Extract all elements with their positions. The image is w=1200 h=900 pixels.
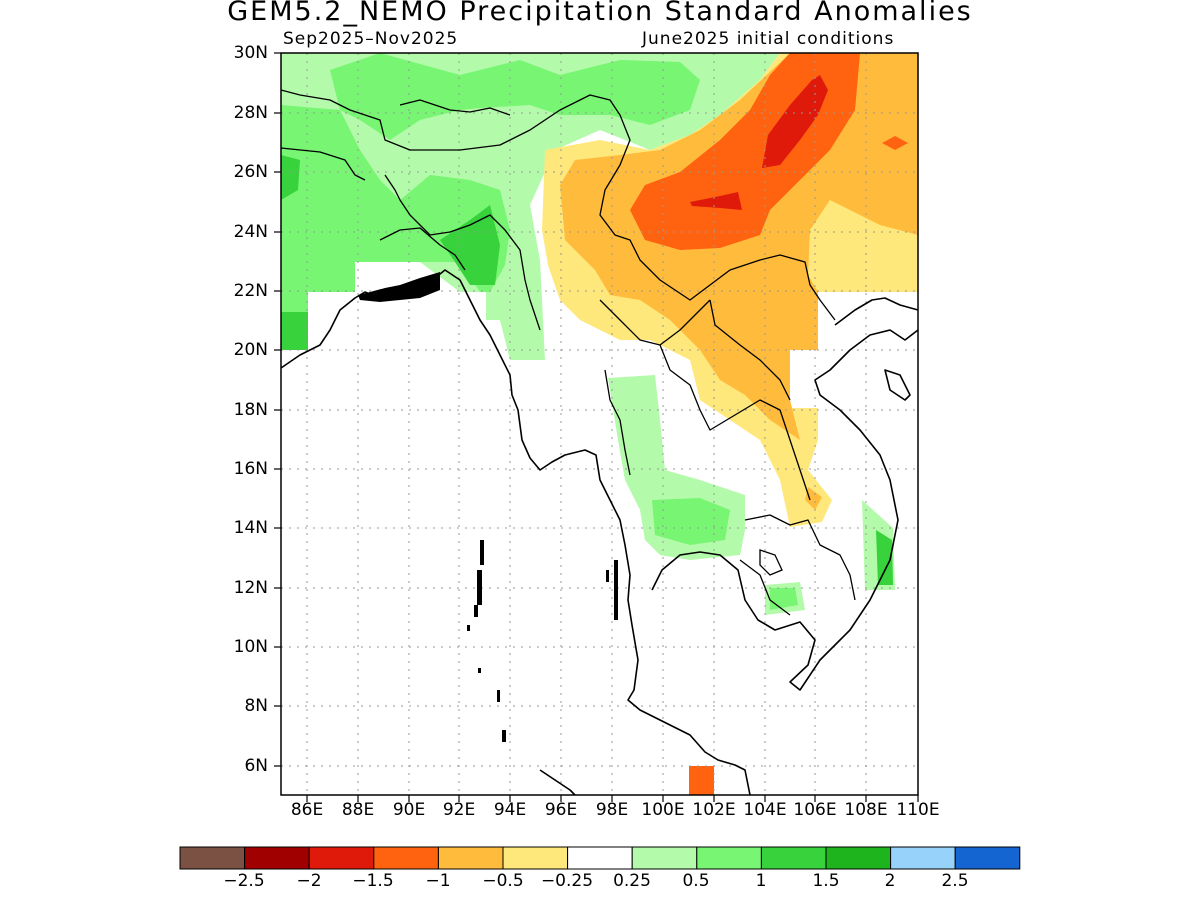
colorbar-label: 2 (884, 871, 896, 891)
colorbar-box-8 (696, 846, 762, 870)
lon-label: 106E (793, 800, 837, 820)
colorbar-label: −1.5 (352, 871, 394, 891)
lon-label: 88E (341, 800, 375, 820)
lon-label: 110E (896, 800, 940, 820)
neg-mid-cambodia (805, 487, 822, 510)
lat-label: 16N (233, 459, 268, 479)
pos-strong-vietnam (876, 530, 893, 585)
colorbar-box-1 (244, 846, 310, 870)
lat-label: 14N (233, 518, 268, 538)
pos-mid-india (281, 105, 510, 350)
colorbar-box-4 (437, 846, 504, 870)
colorbar-box-2 (308, 846, 375, 870)
axis-ticks (274, 52, 919, 802)
ganges-delta (358, 272, 440, 302)
neg-strong-peninsula (689, 766, 714, 795)
pos-strong-coast (281, 312, 308, 350)
lon-label: 94E (493, 800, 527, 820)
lat-label: 24N (233, 222, 268, 242)
lon-label: 92E (442, 800, 476, 820)
chart-title: GEM5.2_NEMO Precipitation Standard Anoma… (227, 0, 973, 27)
colorbar-box-9 (760, 846, 827, 870)
anomaly-shading (281, 53, 918, 795)
colorbar-label: 0.25 (613, 871, 651, 891)
colorbar (179, 846, 1021, 870)
colorbar-label: −0.5 (482, 871, 524, 891)
colorbar-box-3 (373, 846, 439, 870)
neg-strong-east (882, 136, 908, 150)
lat-label: 12N (233, 578, 268, 598)
coastlines (280, 269, 919, 796)
neg-veryst-spot (690, 192, 742, 210)
lon-label: 102E (692, 800, 736, 820)
neg-veryst-core (762, 75, 828, 168)
colorbar-box-6 (567, 846, 633, 870)
map-frame (280, 52, 919, 796)
colorbar-label: 1 (755, 871, 767, 891)
colorbar-box-7 (631, 846, 698, 870)
lon-label: 108E (844, 800, 888, 820)
colorbar-box-11 (890, 846, 956, 870)
colorbar-label: 2.5 (941, 871, 969, 891)
colorbar-label: −2 (296, 871, 322, 891)
lon-label: 100E (641, 800, 685, 820)
colorbar-label: −2.5 (223, 871, 265, 891)
lon-label: 98E (595, 800, 629, 820)
colorbar-box-10 (825, 846, 892, 870)
colorbar-label: −1 (425, 871, 451, 891)
lat-label: 30N (233, 43, 268, 63)
pos-mid-thailand (652, 498, 730, 545)
tonle-sap (759, 549, 783, 576)
pos-mid-nepal (330, 53, 700, 140)
colorbar-box-12 (954, 846, 1021, 870)
pos-strong-bangladesh (440, 205, 500, 285)
colorbar-box-0 (179, 846, 246, 870)
pos-strong-west (281, 155, 300, 200)
colorbar-label: −0.25 (540, 871, 594, 891)
lat-label: 6N (244, 756, 268, 776)
lat-label: 18N (233, 400, 268, 420)
lat-label: 10N (233, 637, 268, 657)
country-borders (280, 89, 856, 616)
andaman-islands (467, 540, 618, 742)
lat-label: 20N (233, 340, 268, 360)
colorbar-label: 1.5 (812, 871, 840, 891)
lat-label: 28N (233, 103, 268, 123)
lon-label: 86E (290, 800, 324, 820)
initial-conditions: June2025 initial conditions (642, 29, 895, 49)
pos-weak-north (281, 53, 780, 360)
forecast-period: Sep2025–Nov2025 (283, 29, 459, 49)
lon-label: 90E (392, 800, 426, 820)
colorbar-box-5 (502, 846, 569, 870)
colorbar-label: 0.5 (682, 871, 710, 891)
lat-label: 26N (233, 162, 268, 182)
lat-label: 8N (244, 696, 268, 716)
lon-label: 104E (743, 800, 787, 820)
lon-label: 96E (544, 800, 578, 820)
lat-label: 22N (233, 281, 268, 301)
